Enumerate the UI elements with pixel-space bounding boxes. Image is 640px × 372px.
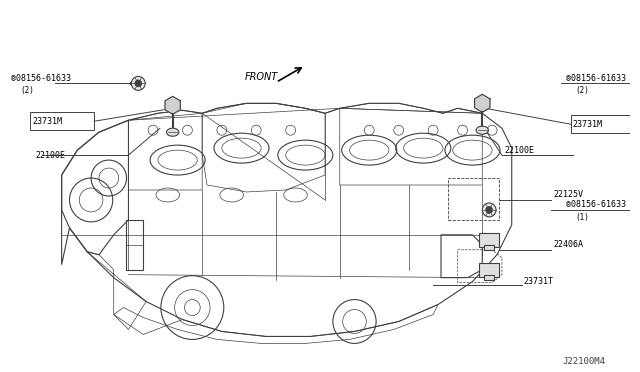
- Circle shape: [486, 206, 493, 214]
- Circle shape: [131, 76, 145, 90]
- Text: ®08156-61633: ®08156-61633: [566, 74, 626, 83]
- Circle shape: [634, 80, 640, 87]
- Circle shape: [630, 76, 640, 90]
- Text: 22100E: 22100E: [505, 145, 535, 155]
- Text: 23731T: 23731T: [524, 277, 554, 286]
- Text: FRONT: FRONT: [244, 73, 278, 83]
- Text: 22100E: 22100E: [35, 151, 65, 160]
- Circle shape: [483, 203, 496, 217]
- Text: J22100M4: J22100M4: [563, 357, 606, 366]
- Bar: [479, 263, 499, 277]
- Polygon shape: [475, 94, 490, 112]
- Text: 22406A: 22406A: [553, 240, 583, 249]
- Bar: [571, 115, 632, 133]
- Ellipse shape: [476, 126, 488, 134]
- Bar: [479, 233, 499, 247]
- Text: (1): (1): [575, 214, 589, 222]
- Text: (2): (2): [20, 86, 34, 95]
- Polygon shape: [165, 96, 180, 114]
- Text: (2): (2): [575, 86, 589, 95]
- Text: 22125V: 22125V: [553, 190, 583, 199]
- Bar: [448, 178, 499, 220]
- Bar: [484, 245, 494, 250]
- Ellipse shape: [166, 128, 179, 136]
- Polygon shape: [61, 103, 512, 336]
- Bar: [30, 112, 94, 130]
- Bar: [484, 275, 494, 280]
- Circle shape: [135, 80, 141, 87]
- Text: ®08156-61633: ®08156-61633: [566, 201, 626, 209]
- Text: ®08156-61633: ®08156-61633: [10, 74, 70, 83]
- Text: 23731M: 23731M: [32, 117, 62, 126]
- Text: 23731M: 23731M: [573, 120, 603, 129]
